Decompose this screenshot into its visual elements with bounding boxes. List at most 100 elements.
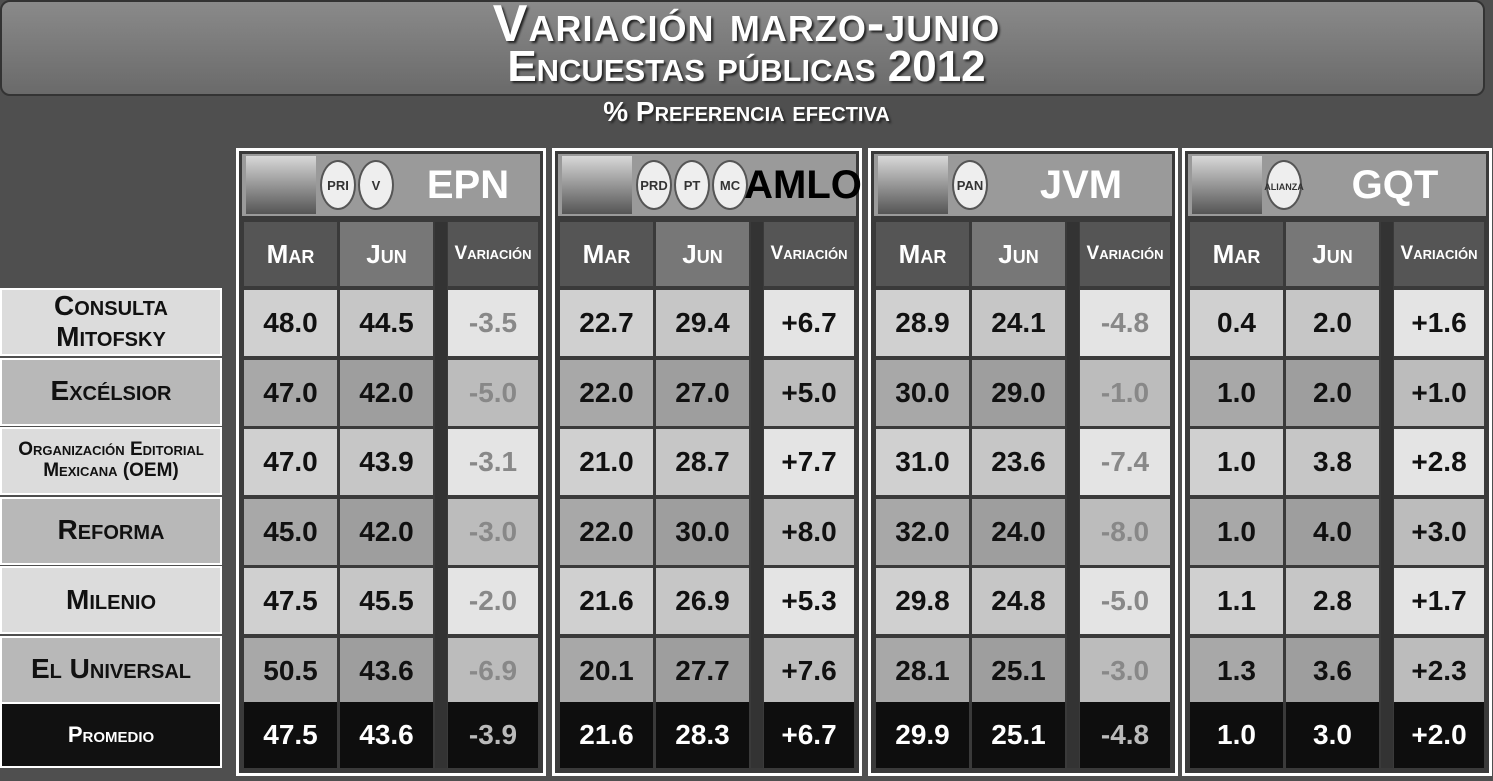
cell-value: 29.0 xyxy=(972,359,1065,426)
cell-value: 1.0 xyxy=(1190,429,1283,495)
cell-value: +7.7 xyxy=(764,429,854,495)
cell-value: 48.0 xyxy=(244,290,337,356)
cell-value: 2.0 xyxy=(1286,290,1379,356)
average-value: 21.6 xyxy=(560,702,653,768)
column-header: Variación xyxy=(1080,222,1170,286)
candidate-photo xyxy=(1192,156,1262,214)
cell-value: +5.3 xyxy=(764,568,854,634)
cell-value: +7.6 xyxy=(764,637,854,704)
average-value: +2.0 xyxy=(1394,702,1484,768)
pollster-label: Milenio xyxy=(0,566,222,634)
separator xyxy=(1381,222,1393,768)
pollster-label: Reforma xyxy=(0,496,222,565)
cell-value: 21.6 xyxy=(560,568,653,634)
candidate-photo xyxy=(562,156,632,214)
cell-value: 4.0 xyxy=(1286,498,1379,565)
candidate-name: JVM xyxy=(1039,162,1123,207)
cell-value: 43.9 xyxy=(340,429,433,495)
cell-value: +6.7 xyxy=(764,290,854,356)
separator xyxy=(1067,222,1079,768)
pollster-label: Organización Editorial Mexicana (OEM) xyxy=(0,427,222,495)
cell-value: 28.1 xyxy=(876,637,969,704)
cell-value: 1.3 xyxy=(1190,637,1283,704)
column-header: Variación xyxy=(764,222,854,286)
caption: % Preferencia efectiva xyxy=(603,96,890,127)
cell-value: 28.9 xyxy=(876,290,969,356)
cell-value: 25.1 xyxy=(972,637,1065,704)
cell-value: 22.0 xyxy=(560,498,653,565)
title-banner xyxy=(0,0,1485,96)
party-logo: PAN xyxy=(952,160,988,210)
cell-value: 3.6 xyxy=(1286,637,1379,704)
cell-value: -7.4 xyxy=(1080,429,1170,495)
separator xyxy=(751,222,763,768)
cell-value: 2.0 xyxy=(1286,359,1379,426)
average-value: 43.6 xyxy=(340,702,433,768)
candidate-name: AMLO xyxy=(744,162,862,207)
column-header: Variación xyxy=(1394,222,1484,286)
column-header: Mar xyxy=(244,222,337,286)
cell-value: +1.7 xyxy=(1394,568,1484,634)
cell-value: 29.4 xyxy=(656,290,749,356)
title: Variación marzo-junio xyxy=(492,0,1001,53)
separator xyxy=(435,222,447,768)
cell-value: 32.0 xyxy=(876,498,969,565)
column-header: Mar xyxy=(876,222,969,286)
cell-value: -3.0 xyxy=(1080,637,1170,704)
column-header: Mar xyxy=(560,222,653,286)
cell-value: 24.8 xyxy=(972,568,1065,634)
cell-value: 22.7 xyxy=(560,290,653,356)
column-header: Variación xyxy=(448,222,538,286)
cell-value: 42.0 xyxy=(340,359,433,426)
cell-value: 28.7 xyxy=(656,429,749,495)
pollster-label: El Universal xyxy=(0,635,222,704)
cell-value: 29.8 xyxy=(876,568,969,634)
cell-value: 47.0 xyxy=(244,359,337,426)
average-value: +6.7 xyxy=(764,702,854,768)
cell-value: 23.6 xyxy=(972,429,1065,495)
cell-value: -1.0 xyxy=(1080,359,1170,426)
cell-value: 31.0 xyxy=(876,429,969,495)
column-header: Jun xyxy=(656,222,749,286)
cell-value: +5.0 xyxy=(764,359,854,426)
cell-value: -3.5 xyxy=(448,290,538,356)
cell-value: -4.8 xyxy=(1080,290,1170,356)
average-value: 1.0 xyxy=(1190,702,1283,768)
cell-value: +8.0 xyxy=(764,498,854,565)
average-label: Promedio xyxy=(0,702,222,768)
column-header: Jun xyxy=(1286,222,1379,286)
cell-value: 27.0 xyxy=(656,359,749,426)
cell-value: -2.0 xyxy=(448,568,538,634)
subtitle: Encuestas públicas 2012 xyxy=(507,42,986,91)
cell-value: -8.0 xyxy=(1080,498,1170,565)
cell-value: +3.0 xyxy=(1394,498,1484,565)
cell-value: 21.0 xyxy=(560,429,653,495)
cell-value: 27.7 xyxy=(656,637,749,704)
average-value: 3.0 xyxy=(1286,702,1379,768)
cell-value: 43.6 xyxy=(340,637,433,704)
cell-value: 42.0 xyxy=(340,498,433,565)
cell-value: 1.1 xyxy=(1190,568,1283,634)
cell-value: 47.0 xyxy=(244,429,337,495)
column-header: Jun xyxy=(972,222,1065,286)
average-value: 28.3 xyxy=(656,702,749,768)
cell-value: -3.0 xyxy=(448,498,538,565)
candidate-photo xyxy=(246,156,316,214)
cell-value: -5.0 xyxy=(1080,568,1170,634)
cell-value: 1.0 xyxy=(1190,498,1283,565)
cell-value: -6.9 xyxy=(448,637,538,704)
cell-value: -3.1 xyxy=(448,429,538,495)
cell-value: 50.5 xyxy=(244,637,337,704)
party-logo: PRD xyxy=(636,160,672,210)
cell-value: +2.3 xyxy=(1394,637,1484,704)
party-logo: V xyxy=(358,160,394,210)
column-header: Mar xyxy=(1190,222,1283,286)
cell-value: 24.0 xyxy=(972,498,1065,565)
cell-value: 30.0 xyxy=(876,359,969,426)
cell-value: +2.8 xyxy=(1394,429,1484,495)
cell-value: +1.6 xyxy=(1394,290,1484,356)
candidate-name: EPN xyxy=(426,162,510,207)
average-value: 29.9 xyxy=(876,702,969,768)
candidate-photo xyxy=(878,156,948,214)
